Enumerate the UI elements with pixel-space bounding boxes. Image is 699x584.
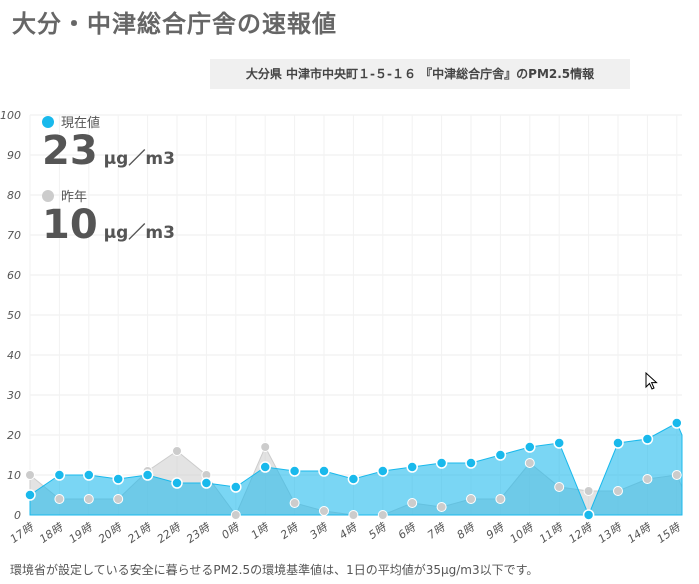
footnote: 環境省が設定している安全に暮らせるPM2.5の環境基準値は、1日の平均値が35μ…: [10, 563, 539, 577]
current-point: [171, 477, 183, 489]
x-tick-label: 11時: [537, 520, 567, 546]
current-label: 現在値: [61, 116, 101, 131]
x-tick-label: 15時: [655, 520, 685, 546]
current-unit: μg／m3: [103, 149, 175, 169]
x-tick-label: 9時: [484, 520, 508, 542]
x-tick-label: 19時: [67, 520, 97, 546]
last-year-point: [377, 510, 388, 520]
x-tick-label: 14時: [625, 520, 655, 546]
x-tick-label: 21時: [125, 520, 155, 546]
x-tick-label: 17時: [8, 520, 38, 546]
last-year-point: [407, 498, 418, 508]
last-year-point: [83, 494, 94, 504]
x-tick-label: 2時: [278, 520, 302, 542]
y-tick-label: 20: [7, 429, 21, 442]
current-point: [230, 481, 242, 493]
current-point: [53, 469, 66, 481]
last-year-point: [436, 502, 447, 512]
y-tick-label: 50: [7, 309, 21, 322]
last-year-point: [172, 446, 182, 456]
location-label: 大分県 中津市中央町１-５-１６ 『中津総合庁舎』のPM2.5情報: [210, 59, 630, 89]
y-tick-label: 60: [7, 269, 21, 282]
last-year-point: [524, 458, 535, 468]
current-point: [200, 477, 213, 489]
series-points: [24, 417, 683, 521]
x-tick-label: 0時: [219, 520, 243, 542]
current-point: [347, 473, 360, 485]
x-tick-label: 1時: [249, 520, 273, 542]
y-tick-label: 0: [14, 509, 21, 522]
x-tick-label: 13時: [596, 520, 626, 546]
chart-grid: [29, 114, 682, 516]
x-tick-label: 23時: [184, 520, 214, 546]
current-point: [671, 417, 683, 429]
y-tick-label: 10: [7, 469, 21, 482]
current-point: [318, 465, 330, 477]
last-year-point: [260, 442, 271, 452]
current-legend-dot: [42, 115, 54, 128]
x-tick-label: 20時: [96, 520, 126, 546]
x-tick-label: 7時: [425, 520, 449, 542]
x-tick-label: 22時: [155, 520, 185, 546]
current-readout: 現在値 23 μg／m3: [42, 112, 175, 171]
last-year-point: [348, 510, 359, 520]
x-tick-label: 10時: [508, 520, 538, 546]
current-point: [612, 437, 624, 449]
last-year-legend-dot: [42, 189, 54, 202]
x-tick-label: 18時: [37, 520, 67, 546]
last-year-point: [613, 486, 623, 496]
current-point: [406, 461, 418, 473]
current-point: [465, 457, 477, 469]
current-point: [288, 465, 301, 477]
current-point: [553, 437, 565, 449]
last-year-point: [671, 470, 682, 480]
current-point: [259, 461, 271, 473]
last-year-label: 昨年: [61, 190, 88, 205]
page-title: 大分・中津総合庁舎の速報値: [12, 10, 337, 38]
y-axis: 0 10 20 30 40 50 60 70 80 90 100: [0, 109, 21, 522]
last-year-point: [642, 474, 653, 484]
last-year-unit: μg／m3: [103, 223, 175, 243]
x-tick-label: 3時: [308, 520, 332, 542]
last-year-readout: 昨年 10 μg／m3: [42, 186, 175, 245]
last-year-point: [230, 510, 241, 520]
x-tick-label: 6時: [396, 520, 420, 542]
last-year-value: 10: [42, 202, 98, 248]
last-year-point: [554, 482, 565, 492]
x-tick-label: 4時: [337, 520, 361, 542]
current-point: [494, 449, 507, 461]
last-year-point: [113, 494, 124, 504]
last-year-point: [583, 486, 594, 496]
current-point: [24, 489, 36, 501]
current-point: [141, 469, 154, 481]
y-tick-label: 30: [7, 389, 21, 402]
x-tick-label: 8時: [455, 520, 479, 542]
x-axis: 17時 18時 19時 20時 21時 22時 23時 0時 1時 2時 3時 4時 5時 6時 7時 8時 9…: [8, 520, 684, 546]
current-point: [641, 433, 654, 445]
current-point: [112, 473, 124, 485]
last-year-point: [54, 494, 65, 504]
pm25-chart: 0 10 20 30 40 50 60 70 80 90 100 17時 18時 19時 20時 21時 22…: [0, 109, 684, 546]
current-point: [582, 509, 595, 521]
current-value: 23: [42, 128, 98, 174]
current-point: [83, 469, 95, 481]
last-year-point: [289, 498, 300, 508]
current-point: [524, 441, 536, 453]
y-tick-label: 100: [0, 109, 21, 122]
last-year-point: [466, 494, 476, 504]
last-year-point: [25, 470, 35, 480]
y-tick-label: 40: [7, 349, 21, 362]
x-tick-label: 12時: [566, 520, 596, 546]
current-point: [377, 465, 389, 477]
mouse-pointer-icon: [645, 372, 658, 390]
last-year-point: [495, 494, 506, 504]
current-point: [435, 457, 448, 469]
last-year-point: [319, 506, 329, 516]
x-tick-label: 5時: [366, 520, 390, 542]
y-tick-label: 90: [7, 149, 21, 162]
y-tick-label: 80: [7, 189, 21, 202]
y-tick-label: 70: [7, 229, 21, 242]
series-areas: [29, 422, 683, 517]
